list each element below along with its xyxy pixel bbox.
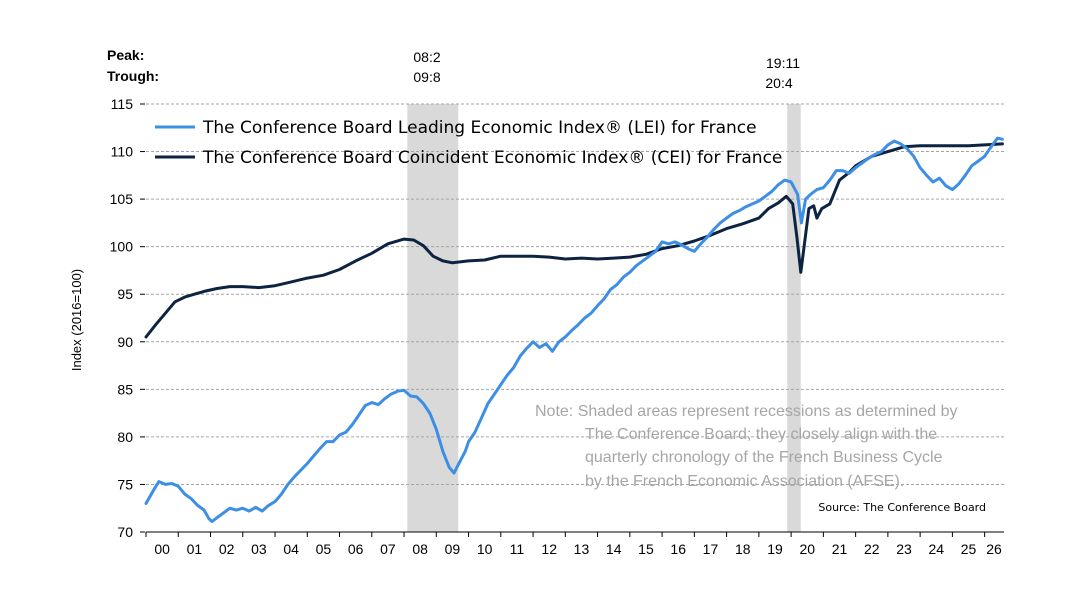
y-tick-label-70: 70 [117,524,133,540]
trough-label: Trough: [107,68,159,84]
note-line-1: Note: Shaded areas represent recessions … [535,403,957,420]
y-tick-label-100: 100 [110,239,134,255]
recession-band-1 [407,104,459,532]
x-tick-label-18: 18 [735,541,751,557]
peak-label: Peak: [107,47,144,63]
x-tick-label-07: 07 [380,541,396,557]
x-tick-label-12: 12 [541,541,557,557]
x-tick-label-23: 23 [896,541,912,557]
x-tick-label-14: 14 [606,541,622,557]
x-tick-label-02: 02 [219,541,235,557]
note: Note: Shaded areas represent recessions … [535,403,957,490]
y-tick-label-105: 105 [110,191,134,207]
x-tick-label-19: 19 [767,541,783,557]
recession-1-peak-label: 08:2 [413,49,440,65]
y-tick-label-80: 80 [117,429,133,445]
x-tick-label-00: 00 [154,541,170,557]
x-tick-label-05: 05 [316,541,332,557]
x-tick-label-11: 11 [510,541,525,557]
x-tick-label-03: 03 [251,541,267,557]
x-tick-label-16: 16 [670,541,686,557]
x-tick-label-24: 24 [928,541,944,557]
y-tick-label-85: 85 [117,381,133,397]
x-tick-label-01: 01 [187,541,203,557]
x-tick-label-22: 22 [864,541,880,557]
x-tick-label-20: 20 [799,541,815,557]
y-tick-label-90: 90 [117,334,133,350]
series-line-lei [144,136,1004,523]
recession-1-trough-label: 09:8 [413,69,440,85]
y-tick-label-95: 95 [117,286,133,302]
x-tick-label-21: 21 [832,541,848,557]
y-tick-label-110: 110 [111,144,134,160]
y-tick-label-115: 115 [111,96,134,112]
x-tick-label-13: 13 [574,541,590,557]
x-tick-label-09: 09 [445,541,461,557]
series-lines [144,136,1004,523]
x-tick-label-06: 06 [348,541,364,557]
x-tick-label-04: 04 [283,541,299,557]
y-axis: 70 75 80 85 90 95 100 105 110 115 [110,96,145,540]
recession-band-2 [787,104,801,532]
x-tick-label-08: 08 [412,541,428,557]
x-tick-label-15: 15 [638,541,654,557]
y-axis-label: Index (2016=100) [69,269,84,371]
x-axis: 00 01 02 03 04 05 06 07 08 09 10 11 12 13 14 15 16 17 18 19… [145,531,1004,557]
x-tick-label-26: 26 [986,541,1002,557]
note-line-4: by the French Economic Association (AFSE… [585,473,904,490]
legend-label-lei: The Conference Board Leading Economic In… [202,118,757,138]
note-line-2: The Conference Board; they closely align… [585,426,937,443]
x-tick-label-17: 17 [703,541,719,557]
source-label: Source: The Conference Board [818,501,986,514]
note-line-3: quarterly chronology of the French Busin… [585,449,943,466]
series-line-cei [144,142,1004,339]
x-tick-label-25: 25 [961,541,977,557]
legend-label-cei: The Conference Board Coincident Economic… [202,148,782,168]
recession-2-trough-label: 20:4 [765,75,792,91]
y-tick-label-75: 75 [117,476,133,492]
recession-shading [407,104,801,532]
recession-2-peak-label: 19:11 [766,55,800,71]
legend: The Conference Board Leading Economic In… [155,118,782,168]
x-tick-label-10: 10 [477,541,493,557]
